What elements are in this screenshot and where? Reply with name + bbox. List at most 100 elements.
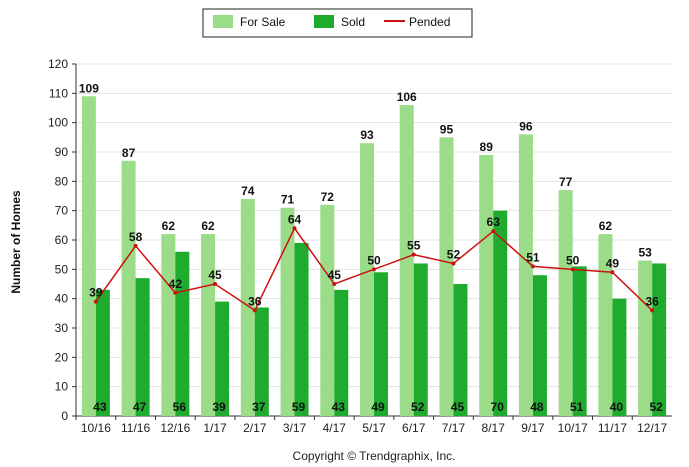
x-tick-label: 1/17 xyxy=(203,421,227,435)
bar-sold xyxy=(532,275,547,416)
pended-point xyxy=(213,282,218,286)
bar-for-sale xyxy=(479,154,494,416)
y-tick-label: 40 xyxy=(55,292,69,306)
data-label-pended: 51 xyxy=(526,250,540,264)
pended-point xyxy=(491,229,496,234)
data-label-pended: 58 xyxy=(129,230,143,244)
bar-sold xyxy=(493,210,508,416)
data-label-pended: 45 xyxy=(208,268,222,282)
data-label-pended: 52 xyxy=(447,247,461,261)
data-label-sold: 49 xyxy=(371,400,385,414)
data-label-sold: 59 xyxy=(292,400,306,414)
x-tick-label: 9/17 xyxy=(521,421,545,435)
data-label-pended: 36 xyxy=(645,294,659,308)
data-label-pended: 64 xyxy=(288,212,302,226)
y-tick-label: 90 xyxy=(55,145,69,159)
data-label-for-sale: 74 xyxy=(241,184,255,198)
bar-for-sale xyxy=(518,134,533,416)
data-label-for-sale: 96 xyxy=(519,119,533,133)
legend: For Sale Sold Pended xyxy=(202,8,473,38)
pended-point xyxy=(530,264,535,269)
bar-for-sale xyxy=(439,137,454,417)
bar-sold xyxy=(254,307,269,416)
pended-point xyxy=(650,308,655,313)
data-label-pended: 36 xyxy=(248,294,262,308)
legend-swatch-for-sale xyxy=(213,15,233,28)
data-label-pended: 39 xyxy=(89,286,103,300)
x-tick-label: 7/17 xyxy=(442,421,466,435)
x-tick-label: 10/16 xyxy=(81,421,111,435)
bar-for-sale xyxy=(399,105,414,417)
copyright-text: Copyright © Trendgraphix, Inc. xyxy=(293,449,456,463)
bar-sold xyxy=(294,242,309,416)
data-label-sold: 47 xyxy=(133,400,147,414)
data-label-for-sale: 62 xyxy=(201,219,215,233)
bar-for-sale xyxy=(161,234,176,416)
data-label-pended: 42 xyxy=(169,277,183,291)
bar-sold xyxy=(652,263,667,416)
data-label-for-sale: 72 xyxy=(321,190,335,204)
bar-sold xyxy=(175,251,190,416)
data-label-for-sale: 95 xyxy=(440,122,454,136)
bar-for-sale xyxy=(81,96,96,417)
x-tick-label: 11/16 xyxy=(121,421,150,435)
data-label-for-sale: 53 xyxy=(638,246,652,260)
x-tick-label: 4/17 xyxy=(323,421,347,435)
data-label-pended: 63 xyxy=(487,215,501,229)
data-label-sold: 37 xyxy=(252,400,266,414)
data-label-sold: 48 xyxy=(530,400,544,414)
data-label-sold: 43 xyxy=(332,400,346,414)
x-tick-label: 10/17 xyxy=(558,421,588,435)
bar-sold xyxy=(95,289,110,416)
pended-point xyxy=(173,290,178,295)
data-label-sold: 70 xyxy=(491,400,505,414)
legend-label-sold: Sold xyxy=(341,15,365,29)
y-tick-label: 70 xyxy=(55,204,69,218)
bar-for-sale xyxy=(121,160,136,416)
pended-point xyxy=(570,267,575,272)
y-tick-label: 110 xyxy=(49,86,68,100)
x-tick-label: 5/17 xyxy=(362,421,386,435)
bar-for-sale xyxy=(240,198,255,416)
bar-for-sale xyxy=(638,260,653,416)
data-label-sold: 52 xyxy=(411,400,425,414)
data-label-sold: 51 xyxy=(570,400,584,414)
bar-sold xyxy=(612,298,627,416)
bar-sold xyxy=(334,289,349,416)
x-tick-label: 2/17 xyxy=(243,421,267,435)
y-tick-label: 20 xyxy=(55,350,69,364)
x-tick-label: 8/17 xyxy=(482,421,506,435)
pended-point xyxy=(451,261,456,266)
pended-line xyxy=(93,226,655,313)
pended-point xyxy=(332,282,337,286)
bar-sold xyxy=(453,284,468,416)
y-tick-label: 10 xyxy=(55,380,69,394)
y-tick-label: 30 xyxy=(55,321,69,335)
y-tick-label: 0 xyxy=(61,409,68,423)
pended-point xyxy=(133,243,138,248)
bar-for-sale xyxy=(360,143,374,416)
y-axis-label: Number of Homes xyxy=(9,190,23,294)
pended-point xyxy=(372,267,376,272)
y-tick-label: 80 xyxy=(55,174,69,188)
x-tick-label: 6/17 xyxy=(402,421,426,435)
data-labels: 109 43 87 47 62 56 62 39 74 37 71 59 72 43 93 49 106 52 95… xyxy=(79,81,663,414)
bar-sold xyxy=(572,266,587,416)
data-label-pended: 50 xyxy=(367,253,381,267)
bar-for-sale xyxy=(201,234,216,416)
pended-point xyxy=(610,270,615,275)
axes: 0 10 20 30 40 50 60 70 80 90 100 110 120 10/16 11/16 12… xyxy=(48,57,672,435)
data-label-for-sale: 93 xyxy=(360,128,374,142)
data-label-for-sale: 77 xyxy=(559,175,573,189)
y-tick-label: 60 xyxy=(55,233,69,247)
data-label-for-sale: 62 xyxy=(162,219,176,233)
data-label-pended: 45 xyxy=(328,268,342,282)
data-label-for-sale: 71 xyxy=(281,193,295,207)
data-label-sold: 43 xyxy=(93,400,107,414)
data-label-for-sale: 87 xyxy=(122,146,136,160)
data-label-sold: 52 xyxy=(649,400,663,414)
bar-for-sale xyxy=(598,234,613,416)
data-label-for-sale: 109 xyxy=(79,81,99,95)
